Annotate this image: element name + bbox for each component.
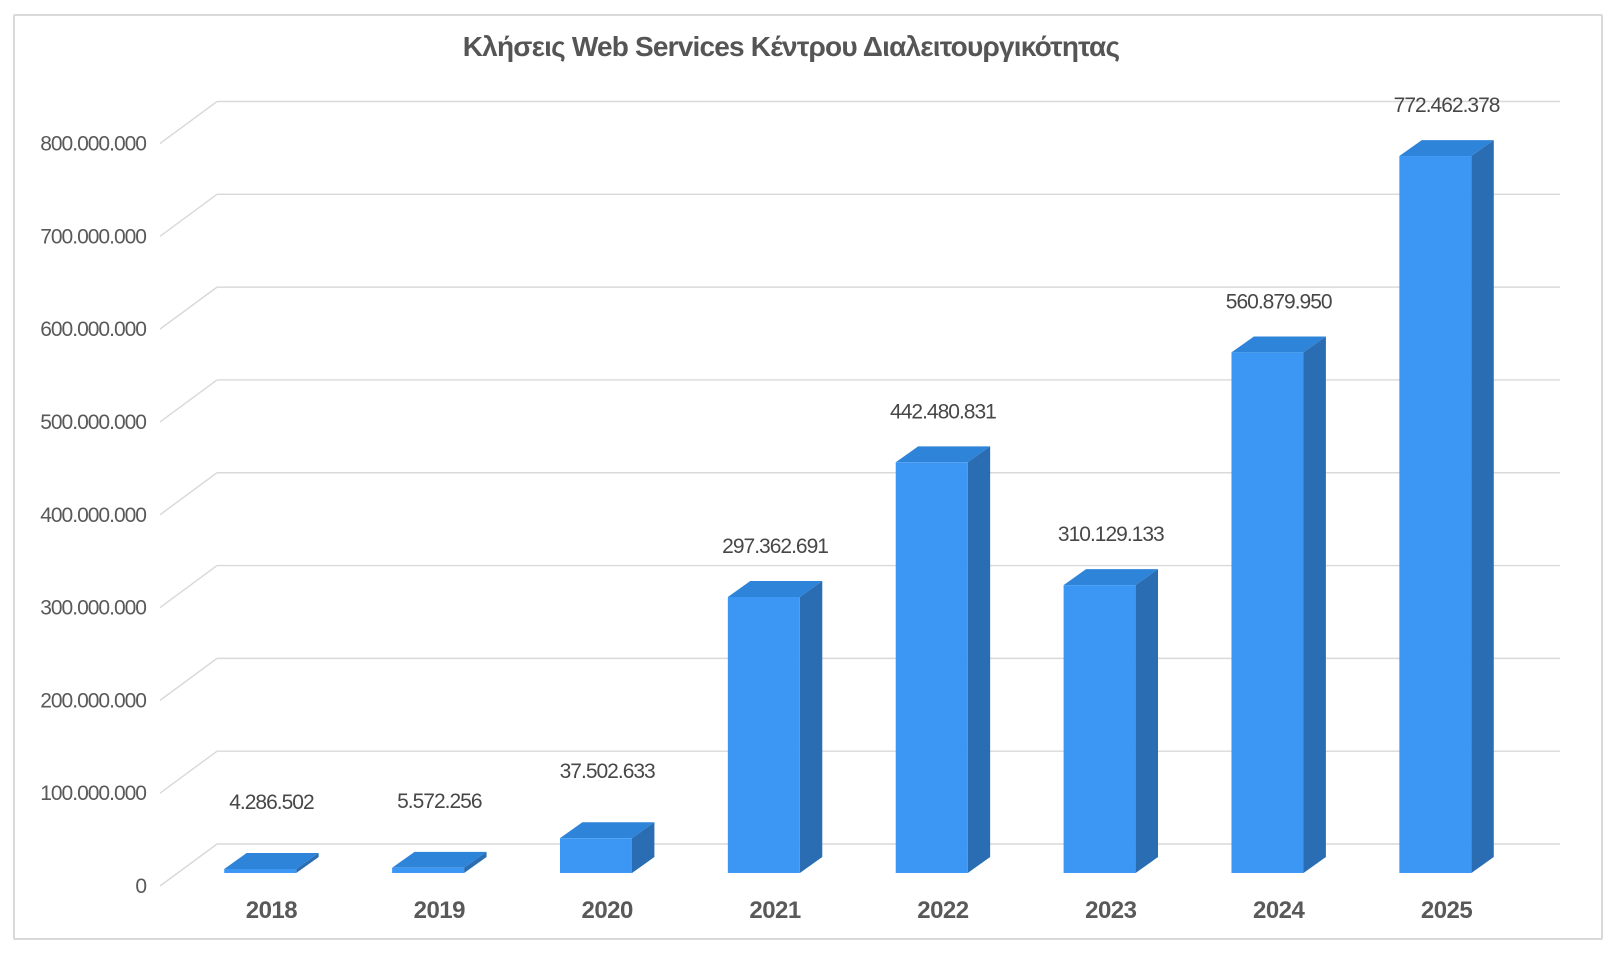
bar-side-face: [1471, 140, 1494, 873]
y-tick-label: 700.000.000: [40, 225, 146, 248]
y-tick-label: 100.000.000: [40, 782, 146, 805]
data-label: 4.286.502: [229, 791, 314, 814]
data-label: 5.572.256: [397, 790, 482, 813]
bar-front-face: [1399, 156, 1472, 873]
bar-top-face: [1231, 336, 1326, 353]
x-tick-label: 2024: [1253, 897, 1306, 924]
bar-top-face: [1063, 569, 1159, 586]
bar-2024: [1231, 336, 1326, 873]
gridline-depth: [159, 564, 218, 609]
bar-side-face: [296, 853, 319, 873]
y-tick-label: 400.000.000: [40, 504, 146, 527]
gridline-depth: [159, 379, 218, 423]
y-tick-label: 600.000.000: [40, 318, 146, 341]
gridline-depth: [159, 472, 218, 516]
gridline-depth: [159, 657, 218, 701]
bar-2018: [224, 853, 319, 873]
data-label: 560.879.950: [1226, 290, 1332, 313]
bar-top-face: [895, 446, 991, 463]
x-tick-label: 2021: [749, 897, 801, 924]
data-label: 442.480.831: [890, 400, 996, 423]
gridline-depth: [159, 193, 218, 237]
data-label: 772.462.378: [1394, 94, 1500, 117]
bar-front-face: [895, 462, 968, 873]
x-tick-label: 2020: [581, 897, 633, 924]
gridline-depth: [159, 286, 218, 330]
x-tick-label: 2018: [246, 897, 298, 924]
bar-side-face: [1135, 569, 1159, 873]
y-tick-label: 0: [135, 875, 146, 898]
bar-top-face: [392, 851, 487, 868]
y-tick-label: 800.000.000: [40, 133, 146, 156]
bar-front-face: [1063, 585, 1136, 873]
x-tick-label: 2025: [1421, 897, 1473, 924]
bar-front-face: [224, 869, 297, 873]
bar-2023: [1063, 569, 1159, 873]
chart-area-border: [13, 14, 1603, 940]
bar-front-face: [559, 838, 632, 873]
data-label: 310.129.133: [1058, 523, 1164, 546]
bar-top-face: [727, 581, 823, 597]
gridline-depth: [159, 843, 218, 887]
bar-top-face: [1399, 140, 1494, 157]
bar-2019: [392, 851, 487, 873]
gridline-depth: [159, 750, 218, 794]
bar-side-face: [631, 822, 655, 873]
bar-side-face: [799, 581, 823, 873]
gridline-depth: [159, 100, 218, 145]
bar-front-face: [392, 867, 465, 873]
bar-side-face: [967, 446, 991, 873]
y-tick-label: 500.000.000: [40, 411, 146, 434]
chart-title: Κλήσεις Web Services Κέντρου Διαλειτουργ…: [462, 31, 1120, 62]
bar-2022: [895, 446, 991, 873]
x-tick-label: 2019: [414, 897, 466, 924]
bar-2020: [559, 822, 655, 873]
bar-top-face: [559, 822, 655, 839]
bar-2021: [727, 581, 823, 873]
y-tick-label: 200.000.000: [40, 689, 146, 712]
bar-2025: [1399, 140, 1494, 873]
data-label: 297.362.691: [722, 535, 828, 558]
bar-side-face: [1303, 336, 1326, 873]
bar-top-face: [224, 853, 319, 870]
x-tick-label: 2023: [1085, 897, 1137, 924]
x-tick-label: 2022: [917, 897, 969, 924]
y-tick-label: 300.000.000: [40, 597, 146, 620]
bar-front-face: [727, 596, 800, 873]
data-label: 37.502.633: [560, 760, 655, 783]
bar-front-face: [1231, 352, 1304, 873]
bar-side-face: [464, 851, 487, 873]
